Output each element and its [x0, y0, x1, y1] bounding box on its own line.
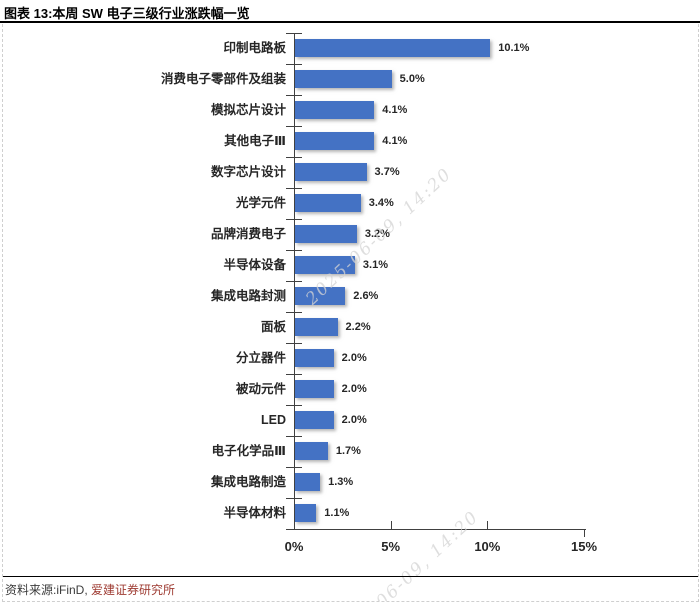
- bar-value-label: 2.0%: [341, 352, 367, 364]
- y-axis-tick: [286, 64, 302, 65]
- source-divider-line: [3, 576, 698, 577]
- bar-value-label: 1.7%: [335, 445, 361, 457]
- y-axis-tick: [286, 126, 302, 127]
- category-label: 面板: [260, 320, 286, 334]
- bar: [295, 504, 317, 522]
- y-axis-tick: [286, 188, 302, 189]
- category-label: 其他电子Ⅲ: [224, 134, 286, 148]
- bar-value-label: 5.0%: [399, 73, 425, 85]
- figure-header: 图表 13:本周 SW 电子三级行业涨跌幅一览: [0, 0, 700, 23]
- bar-value-label: 2.6%: [353, 290, 379, 302]
- bar: [295, 442, 328, 460]
- bar: [295, 225, 357, 243]
- category-label: LED: [261, 413, 286, 427]
- x-axis-tick: [390, 521, 392, 529]
- bar: [295, 287, 346, 305]
- y-axis-tick: [286, 436, 302, 437]
- y-axis-tick: [286, 467, 302, 468]
- category-label: 半导体设备: [223, 258, 286, 272]
- bar: [295, 39, 491, 57]
- category-label: 光学元件: [235, 196, 286, 210]
- x-axis-tick-label: 5%: [381, 539, 401, 554]
- y-axis-tick: [286, 312, 302, 313]
- y-axis-tick: [286, 343, 302, 344]
- category-label: 模拟芯片设计: [210, 103, 286, 117]
- x-axis-line: [294, 529, 586, 530]
- category-label: 被动元件: [235, 382, 286, 396]
- bar-value-label: 3.1%: [362, 259, 388, 271]
- y-axis-tick: [286, 95, 302, 96]
- bar-value-label: 2.0%: [341, 383, 367, 395]
- y-axis-tick: [286, 33, 302, 34]
- y-axis-tick: [286, 250, 302, 251]
- y-axis-tick: [286, 405, 302, 406]
- bar: [295, 132, 375, 150]
- y-axis-tick: [286, 498, 302, 499]
- bar-value-label: 2.0%: [341, 414, 367, 426]
- x-axis-tick: [584, 529, 585, 537]
- category-label: 数字芯片设计: [210, 165, 286, 179]
- bar: [295, 380, 334, 398]
- y-axis-tick: [286, 157, 302, 158]
- bar: [295, 473, 321, 491]
- y-axis-tick: [286, 219, 302, 220]
- bar-value-label: 2.2%: [345, 321, 371, 333]
- bar-value-label: 10.1%: [498, 42, 530, 54]
- bar-value-label: 3.2%: [364, 228, 390, 240]
- source-prefix: 资料来源:iFinD,: [5, 583, 88, 597]
- source-note: 资料来源:iFinD, 爱建证券研究所: [3, 580, 698, 600]
- category-label: 集成电路封测: [210, 289, 286, 303]
- category-label: 分立器件: [235, 351, 286, 365]
- source-publisher: 爱建证券研究所: [91, 583, 176, 597]
- bar: [295, 70, 392, 88]
- figure-title: 图表 13:本周 SW 电子三级行业涨跌幅一览: [4, 6, 250, 21]
- bar: [295, 318, 338, 336]
- y-axis-tick: [286, 281, 302, 282]
- bar: [295, 194, 361, 212]
- category-label: 集成电路制造: [210, 475, 286, 489]
- x-axis-tick-label: 15%: [570, 539, 598, 554]
- category-label: 印制电路板: [223, 41, 286, 55]
- bar: [295, 256, 355, 274]
- bar: [295, 101, 375, 119]
- bar-value-label: 1.3%: [328, 476, 354, 488]
- bar-value-label: 4.1%: [382, 104, 408, 116]
- bar: [295, 163, 367, 181]
- bar-value-label: 4.1%: [382, 135, 408, 147]
- chart-figure: 印制电路板 10.1% 消费电子零部件及组装 5.0% 模拟芯片设计 4.1% 其他电子Ⅲ 4…: [2, 24, 699, 602]
- x-axis-tick-label: 0%: [284, 539, 304, 554]
- bar-value-label: 3.4%: [368, 197, 394, 209]
- y-axis-tick: [286, 374, 302, 375]
- category-label: 电子化学品Ⅲ: [211, 444, 286, 458]
- bar: [295, 411, 334, 429]
- category-label: 半导体材料: [223, 506, 286, 520]
- category-label: 消费电子零部件及组装: [160, 72, 286, 86]
- bar-value-label: 1.1%: [324, 507, 350, 519]
- x-axis-tick: [487, 521, 489, 529]
- bar-value-label: 3.7%: [374, 166, 400, 178]
- bar: [295, 349, 334, 367]
- category-label: 品牌消费电子: [210, 227, 286, 241]
- x-axis-tick-label: 10%: [474, 539, 501, 554]
